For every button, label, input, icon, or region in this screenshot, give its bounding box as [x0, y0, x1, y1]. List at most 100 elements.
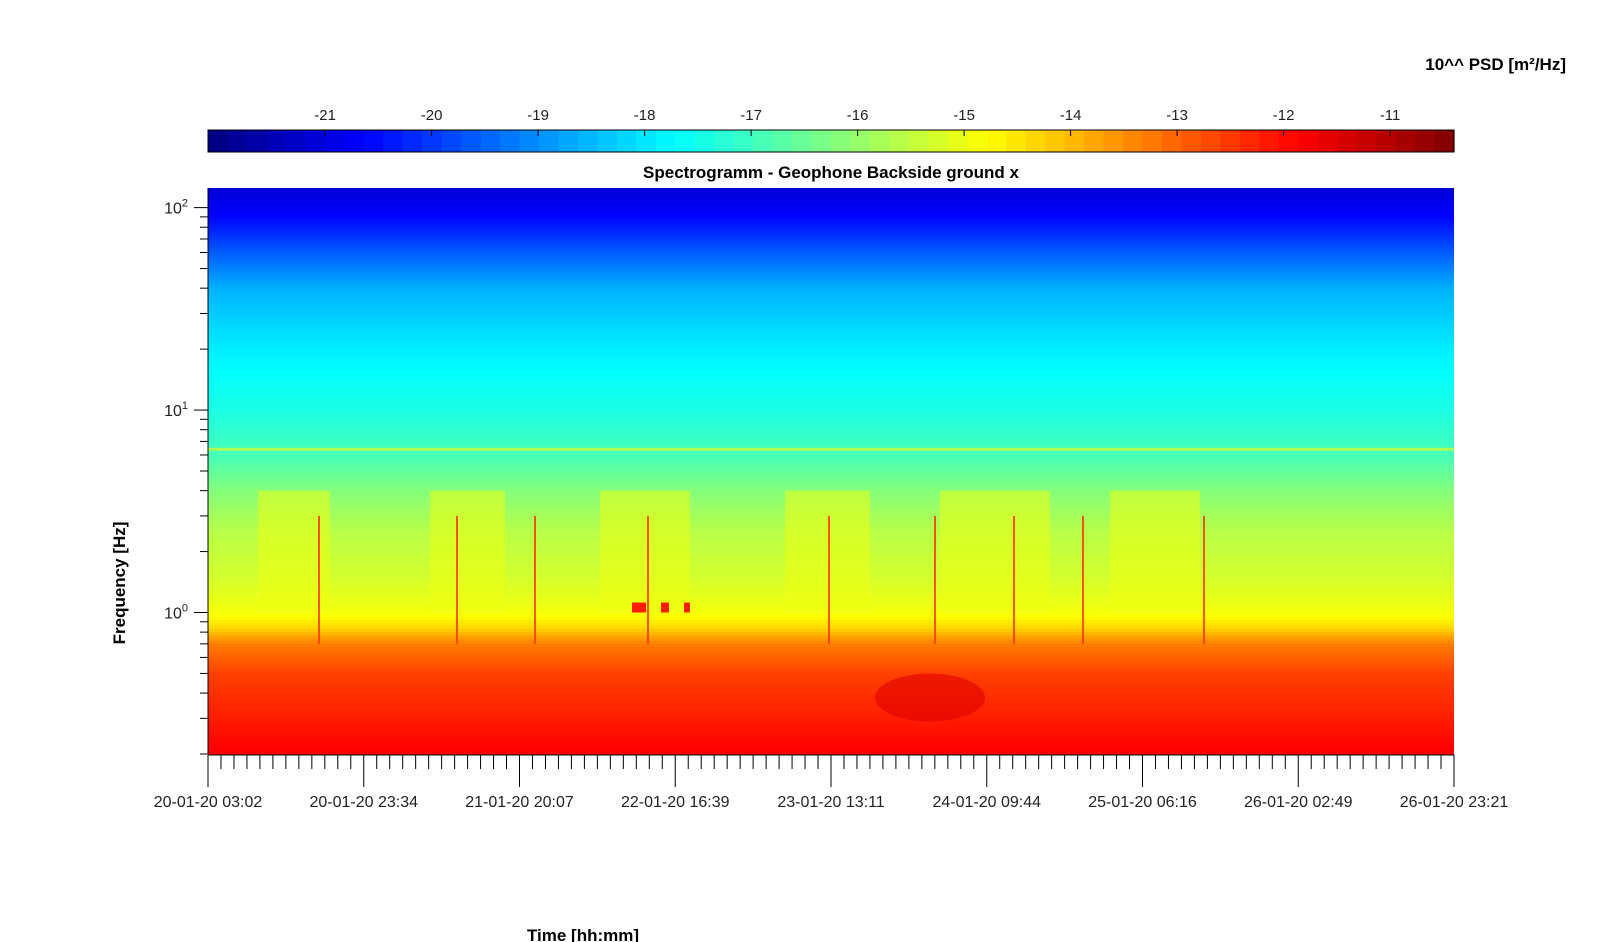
heatmap-band: [208, 215, 1454, 219]
heatmap-events: [258, 490, 1205, 722]
heatmap-band: [208, 629, 1454, 633]
heatmap-band: [208, 719, 1454, 723]
colorbar-cell: [246, 130, 268, 152]
heatmap-band: [208, 356, 1454, 360]
heatmap-band: [208, 305, 1454, 309]
x-tick-label: 23-01-20 13:11: [777, 794, 884, 811]
heatmap-band: [208, 674, 1454, 678]
colorbar-cell: [305, 130, 326, 152]
colorbar-cell: [285, 130, 306, 152]
heatmap-activity-patch: [600, 490, 690, 613]
colorbar-cell: [733, 130, 754, 152]
heatmap-band: [208, 362, 1454, 366]
colorbar-label: 10^^ PSD [m²/Hz]: [1425, 55, 1566, 74]
colorbar-cell: [616, 130, 637, 152]
x-tick-label: 24-01-20 09:44: [932, 794, 1041, 811]
heatmap-transient: [828, 515, 830, 644]
heatmap-band: [208, 353, 1454, 357]
heatmap-band: [208, 227, 1454, 231]
heatmap-band: [208, 638, 1454, 642]
heatmap-band: [208, 410, 1454, 414]
heatmap-band: [208, 266, 1454, 270]
colorbar-cell: [227, 130, 248, 152]
heatmap-band: [208, 209, 1454, 213]
colorbar-cell: [1161, 130, 1183, 152]
heatmap-band: [208, 440, 1454, 444]
heatmap-band: [208, 257, 1454, 261]
colorbar-cell: [811, 130, 832, 152]
heatmap-band: [208, 425, 1454, 429]
heatmap-band: [208, 371, 1454, 375]
heatmap-band: [208, 671, 1454, 675]
colorbar-cell: [577, 130, 598, 152]
heatmap-band: [208, 293, 1454, 297]
heatmap-transient: [647, 515, 649, 644]
x-tick-label: 20-01-20 23:34: [309, 794, 418, 811]
heatmap-band: [208, 716, 1454, 720]
heatmap-band: [208, 635, 1454, 639]
heatmap-band: [208, 437, 1454, 441]
heatmap-band: [208, 284, 1454, 288]
heatmap-band: [208, 242, 1454, 246]
colorbar-tick-label: -16: [847, 107, 869, 124]
heatmap-band: [208, 644, 1454, 648]
heatmap-band: [208, 455, 1454, 459]
heatmap-transient: [1013, 515, 1015, 644]
x-tick-label: 26-01-20 02:49: [1244, 794, 1353, 811]
colorbar-cell: [947, 130, 968, 152]
heatmap-band: [208, 680, 1454, 684]
heatmap-band: [208, 194, 1454, 198]
heatmap-band: [208, 407, 1454, 411]
colorbar-cell: [1123, 130, 1144, 152]
heatmap-band: [208, 419, 1454, 423]
heatmap-band: [208, 263, 1454, 267]
colorbar-cell: [1239, 130, 1260, 152]
colorbar-cell: [1200, 130, 1221, 152]
colorbar-cell: [1376, 130, 1397, 152]
heatmap-band: [208, 254, 1454, 258]
heatmap-transient: [534, 515, 536, 644]
heatmap-band: [208, 683, 1454, 687]
heatmap-activity-patch: [785, 490, 870, 613]
chart-title: Spectrogramm - Geophone Backside ground …: [643, 163, 1020, 182]
heatmap-band: [208, 443, 1454, 447]
heatmap-band: [208, 701, 1454, 705]
y-tick-label: 100: [164, 603, 188, 623]
colorbar-cell: [675, 130, 696, 152]
colorbar-cell: [986, 130, 1007, 152]
heatmap-band: [208, 434, 1454, 438]
heatmap-band: [208, 323, 1454, 327]
colorbar-cell: [1415, 130, 1436, 152]
colorbar-cell: [1337, 130, 1358, 152]
colorbar-cell: [1259, 130, 1280, 152]
colorbar-cell: [1317, 130, 1338, 152]
heatmap-band: [208, 476, 1454, 480]
heatmap-band: [208, 248, 1454, 252]
heatmap-band: [208, 218, 1454, 222]
heatmap-band: [208, 422, 1454, 426]
heatmap-band: [208, 188, 1454, 192]
heatmap-band: [208, 398, 1454, 402]
heatmap-band: [208, 725, 1454, 729]
heatmap-band: [208, 314, 1454, 318]
heatmap-band: [208, 734, 1454, 738]
y-axis: 100 101 102: [164, 188, 209, 755]
heatmap-band: [208, 296, 1454, 300]
colorbar-cell: [889, 130, 910, 152]
heatmap-band: [208, 191, 1454, 195]
colorbar-tick-label: -19: [527, 107, 549, 124]
heatmap-transient: [456, 515, 458, 644]
heatmap-band: [208, 650, 1454, 654]
heatmap-band: [208, 464, 1454, 468]
heatmap-band: [208, 365, 1454, 369]
colorbar-cell: [441, 130, 462, 152]
heatmap-band: [208, 746, 1454, 750]
colorbar-cell: [772, 130, 793, 152]
colorbar-cell: [1220, 130, 1241, 152]
heatmap-band: [208, 299, 1454, 303]
heatmap-band: [208, 617, 1454, 621]
heatmap-band: [208, 626, 1454, 630]
heatmap-band: [208, 695, 1454, 699]
colorbar-tick-label: -20: [421, 107, 443, 124]
